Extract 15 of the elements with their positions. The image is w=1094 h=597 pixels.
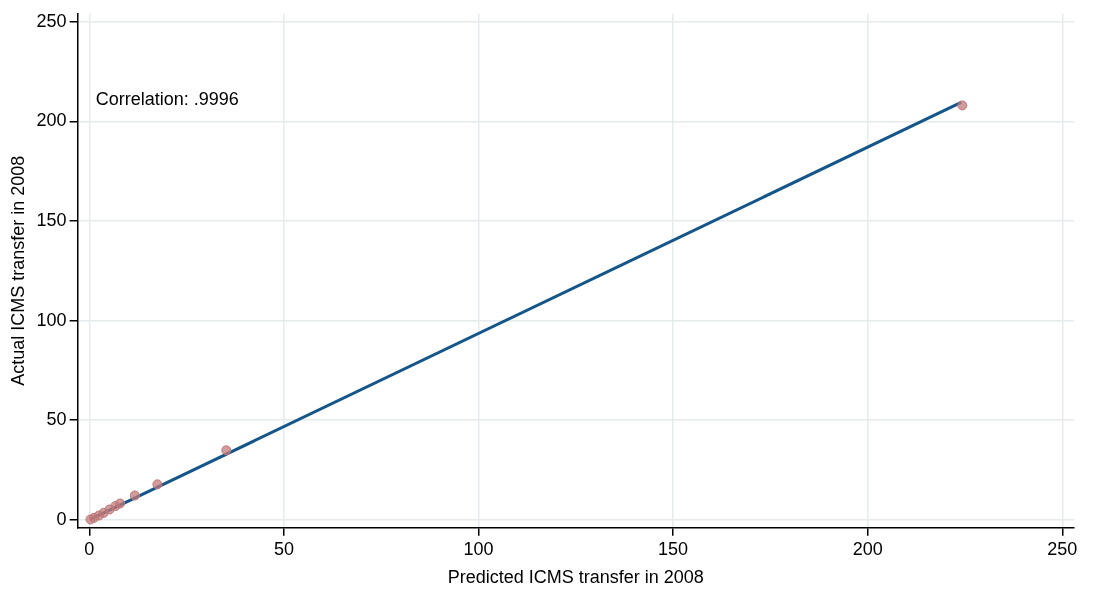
x-tick-label: 100 — [463, 538, 494, 559]
y-axis-title: Actual ICMS transfer in 2008 — [7, 155, 28, 386]
y-tick-label: 0 — [56, 508, 67, 529]
y-tick-label: 200 — [36, 110, 67, 131]
x-tick-label: 0 — [84, 538, 95, 559]
x-axis-title: Predicted ICMS transfer in 2008 — [447, 567, 704, 588]
x-tick-label: 250 — [1047, 538, 1078, 559]
x-tick-label: 200 — [852, 538, 883, 559]
x-tick-label: 150 — [658, 538, 689, 559]
y-tick-label: 50 — [46, 409, 67, 430]
y-tick-label: 250 — [36, 10, 67, 31]
x-tick-label: 50 — [273, 538, 294, 559]
annotation: Correlation: .9996 — [95, 88, 239, 109]
y-tick-label: 150 — [36, 209, 67, 230]
y-tick-label: 100 — [36, 309, 67, 330]
